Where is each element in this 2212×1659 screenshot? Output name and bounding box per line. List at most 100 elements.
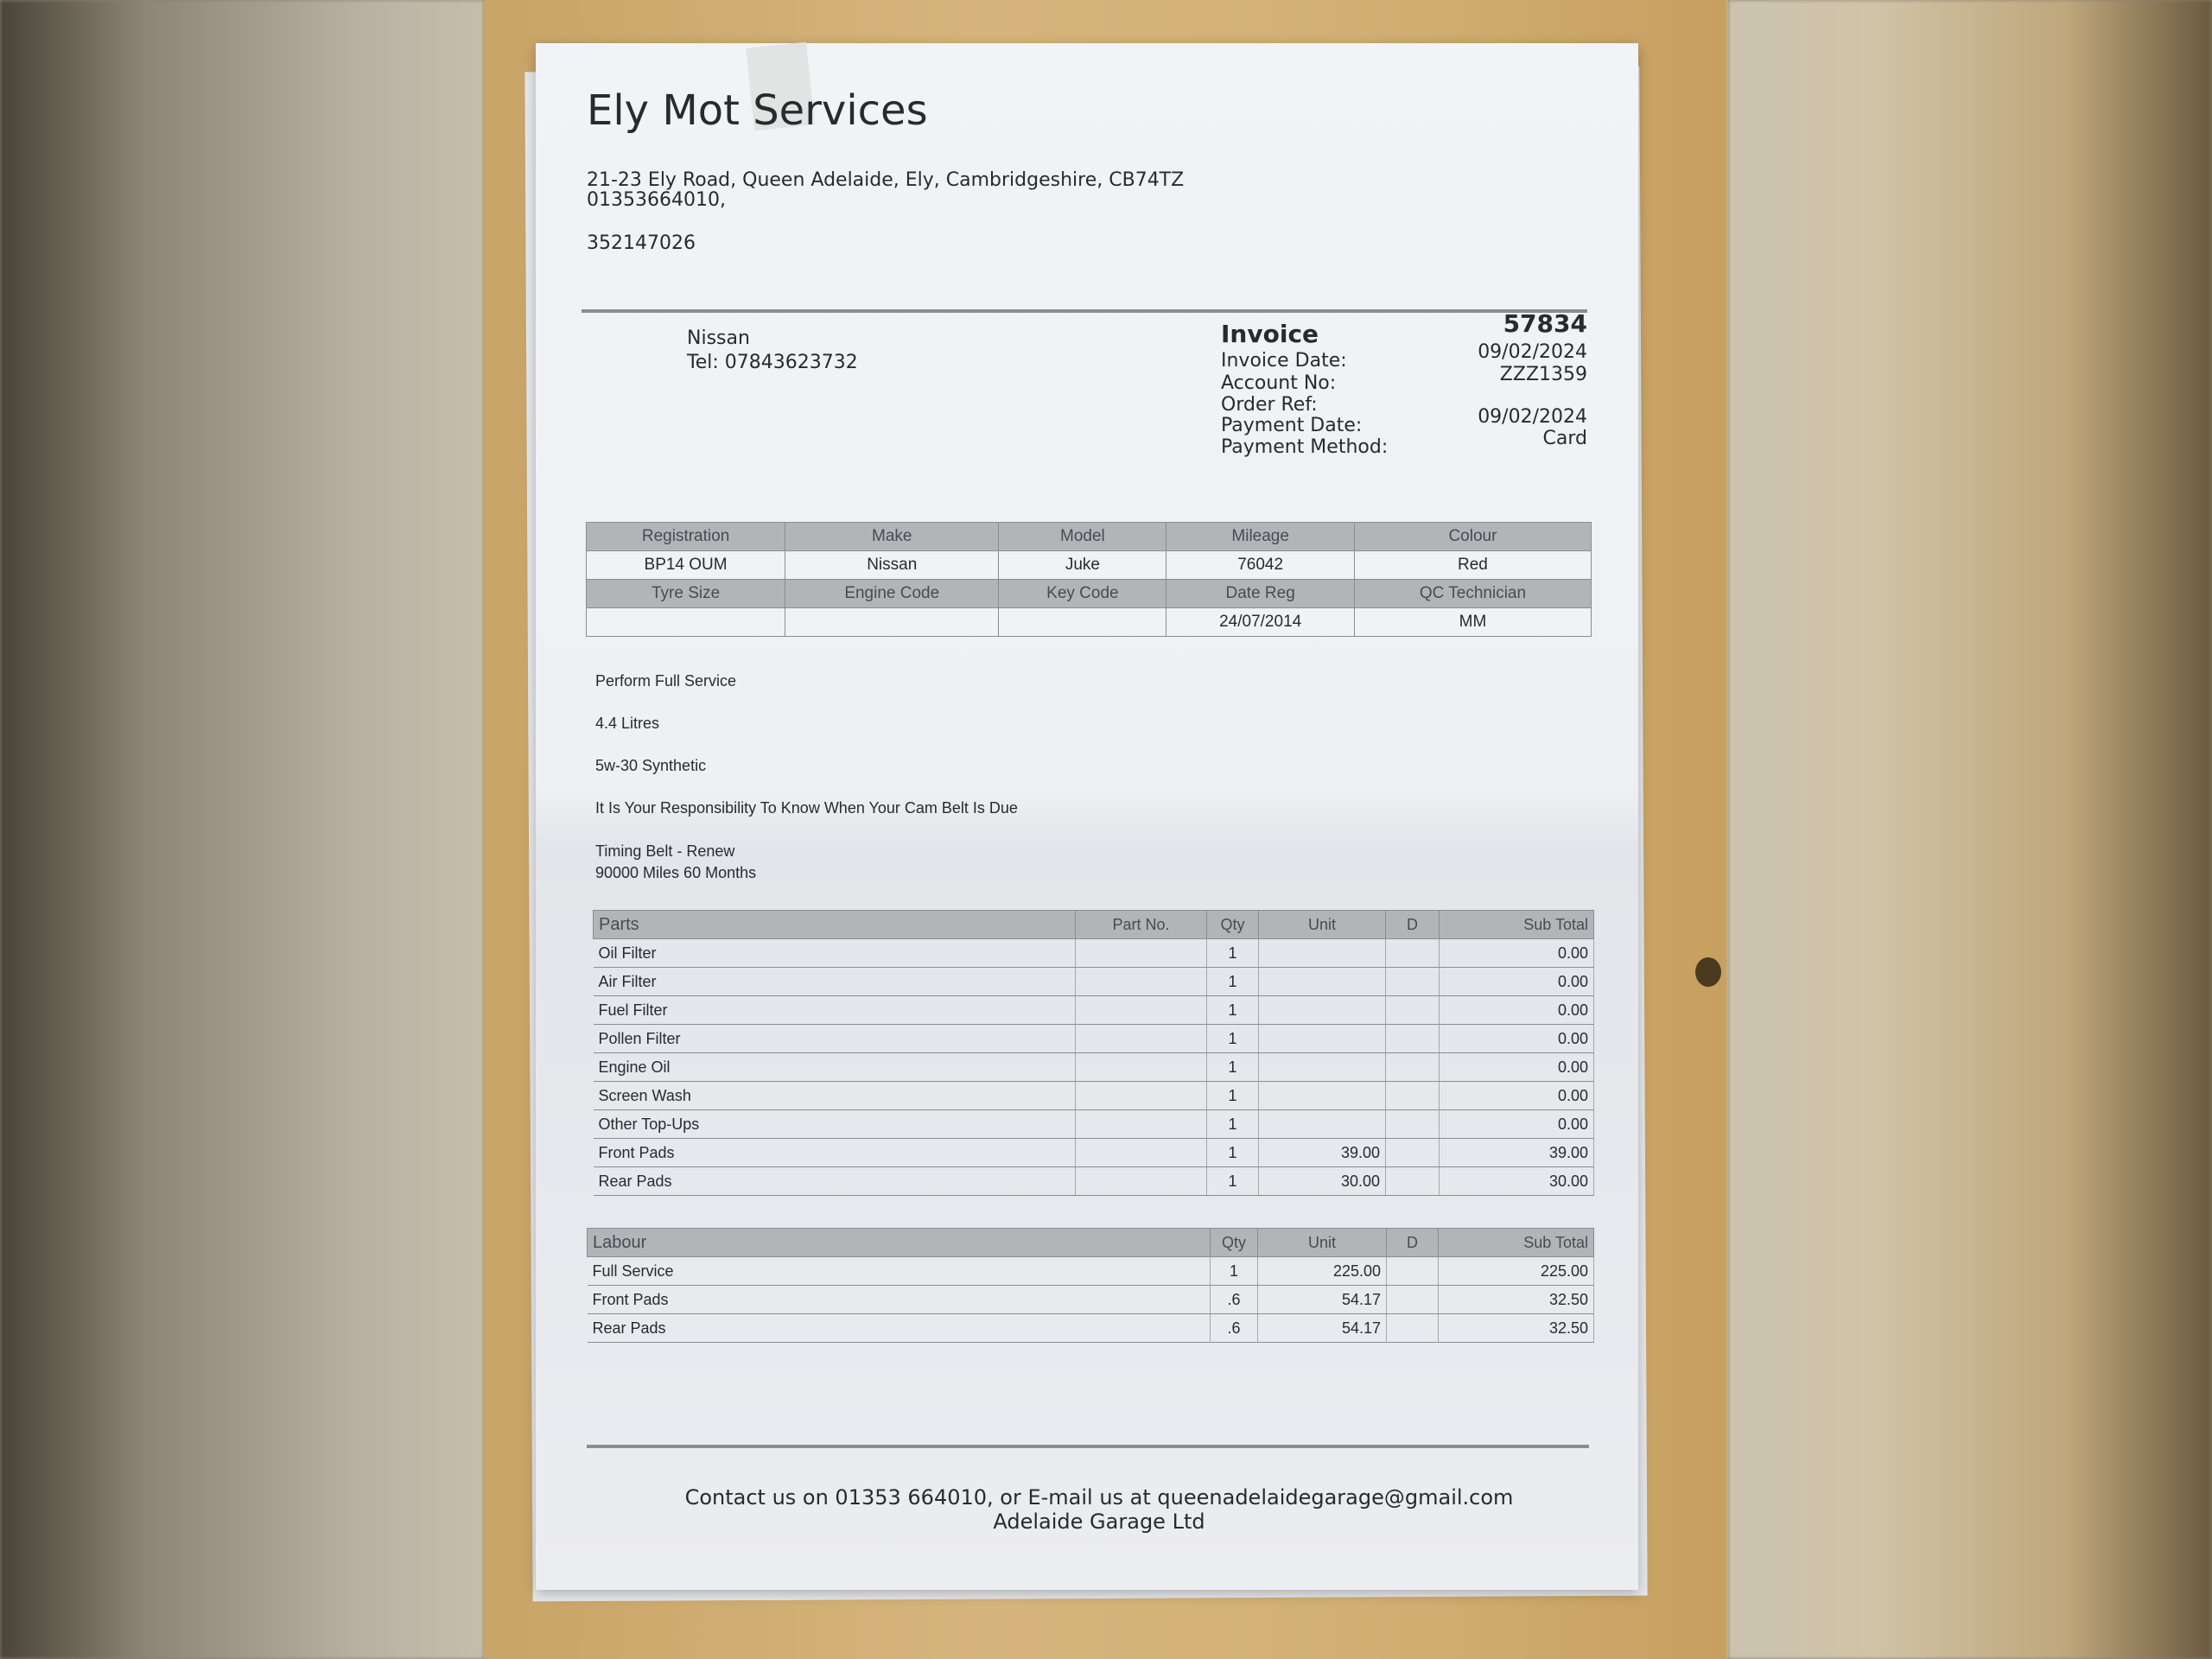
table-row: Front Pads .6 54.17 32.50 <box>587 1285 1594 1314</box>
note-line: Perform Full Service <box>595 672 737 690</box>
parts-cell <box>1385 1109 1440 1139</box>
vehicle-row: Registration Make Model Mileage Colour <box>585 522 1592 551</box>
parts-cell: 0.00 <box>1439 967 1594 996</box>
labour-cell: 225.00 <box>1257 1256 1387 1286</box>
parts-header: D <box>1385 910 1440 939</box>
parts-cell: 1 <box>1206 1138 1259 1167</box>
parts-cell <box>1075 995 1207 1025</box>
vehicle-row: 24/07/2014 MM <box>585 607 1592 637</box>
invoice-number: 57834 <box>1503 309 1587 338</box>
invoice-field-label: Payment Date: <box>1221 415 1363 436</box>
labour-cell: 32.50 <box>1438 1313 1594 1343</box>
vehicle-value: 24/07/2014 <box>1166 607 1355 637</box>
vehicle-value: 76042 <box>1166 550 1355 580</box>
parts-header: Parts <box>593 910 1076 939</box>
labour-cell: 54.17 <box>1257 1285 1387 1314</box>
parts-cell: 1 <box>1206 967 1259 996</box>
note-line: Timing Belt - Renew <box>595 842 735 860</box>
parts-cell: Screen Wash <box>593 1081 1076 1110</box>
parts-cell <box>1075 1138 1207 1167</box>
labour-cell: Front Pads <box>587 1285 1211 1314</box>
parts-cell <box>1385 1138 1440 1167</box>
parts-cell <box>1258 1109 1386 1139</box>
table-row: Rear Pads 1 30.00 30.00 <box>593 1166 1594 1196</box>
invoice-title: Invoice <box>1221 320 1319 348</box>
parts-cell: 30.00 <box>1439 1166 1594 1196</box>
labour-header: Qty <box>1210 1228 1258 1257</box>
parts-cell: 0.00 <box>1439 938 1594 968</box>
parts-cell <box>1258 1024 1386 1053</box>
vehicle-header: Registration <box>585 522 786 551</box>
parts-header: Unit <box>1258 910 1386 939</box>
parts-cell <box>1258 1081 1386 1110</box>
parts-cell: 39.00 <box>1258 1138 1386 1167</box>
company-address: 21-23 Ely Road, Queen Adelaide, Ely, Cam… <box>587 169 1185 191</box>
parts-cell: 0.00 <box>1439 1024 1594 1053</box>
parts-cell: 1 <box>1206 938 1259 968</box>
parts-cell: Other Top-Ups <box>593 1109 1076 1139</box>
invoice-field-label: Payment Method: <box>1221 436 1389 458</box>
parts-cell: 1 <box>1206 1081 1259 1110</box>
invoice-field-label: Account No: <box>1221 372 1337 394</box>
invoice-field-label: Order Ref: <box>1221 394 1318 416</box>
parts-cell: 1 <box>1206 1024 1259 1053</box>
vehicle-table: Registration Make Model Mileage Colour BP14 O… <box>585 522 1592 637</box>
vehicle-header: Model <box>998 522 1167 551</box>
blurred-background-left <box>0 0 484 1659</box>
table-row: Rear Pads .6 54.17 32.50 <box>587 1313 1594 1343</box>
parts-cell <box>1258 995 1386 1025</box>
labour-cell: 1 <box>1210 1256 1258 1286</box>
table-row: Engine Oil 1 0.00 <box>593 1052 1594 1082</box>
table-row: Other Top-Ups 1 0.00 <box>593 1109 1594 1139</box>
parts-cell: Rear Pads <box>593 1166 1076 1196</box>
parts-cell <box>1385 1081 1440 1110</box>
parts-cell: 30.00 <box>1258 1166 1386 1196</box>
parts-cell <box>1075 967 1207 996</box>
labour-cell: 225.00 <box>1438 1256 1594 1286</box>
note-line: 90000 Miles 60 Months <box>595 864 757 881</box>
footer-company: Adelaide Garage Ltd <box>993 1510 1205 1534</box>
parts-cell: 1 <box>1206 1052 1259 1082</box>
parts-cell: 1 <box>1206 1166 1259 1196</box>
customer-tel: Tel: 07843623732 <box>687 352 858 373</box>
parts-header: Qty <box>1206 910 1259 939</box>
vehicle-header: Date Reg <box>1166 579 1355 608</box>
company-number: 352147026 <box>587 232 696 254</box>
parts-cell <box>1258 1052 1386 1082</box>
blurred-background-right <box>1728 0 2212 1659</box>
parts-cell <box>1075 1166 1207 1196</box>
vehicle-value: Red <box>1353 550 1592 580</box>
parts-cell <box>1258 938 1386 968</box>
labour-cell <box>1386 1285 1439 1314</box>
parts-cell <box>1258 967 1386 996</box>
company-phone: 01353664010, <box>587 189 726 211</box>
parts-cell: 1 <box>1206 1109 1259 1139</box>
table-row: Pollen Filter 1 0.00 <box>593 1024 1594 1053</box>
parts-cell <box>1385 995 1440 1025</box>
parts-cell <box>1075 1024 1207 1053</box>
footer-divider <box>587 1445 1589 1448</box>
note-line: It Is Your Responsibility To Know When Y… <box>595 799 1018 817</box>
parts-table: Parts Part No. Qty Unit D Sub Total Oil Filter… <box>593 910 1594 1196</box>
table-row: Oil Filter 1 0.00 <box>593 938 1594 968</box>
parts-cell: Engine Oil <box>593 1052 1076 1082</box>
vehicle-row: Tyre Size Engine Code Key Code Date Reg QC T… <box>585 579 1592 608</box>
parts-cell: 0.00 <box>1439 1052 1594 1082</box>
labour-cell: Full Service <box>587 1256 1211 1286</box>
parts-header: Sub Total <box>1439 910 1594 939</box>
parts-cell: Air Filter <box>593 967 1076 996</box>
vehicle-header: Tyre Size <box>585 579 786 608</box>
parts-cell: 0.00 <box>1439 995 1594 1025</box>
note-line: 5w-30 Synthetic <box>595 757 707 774</box>
parts-cell <box>1075 1052 1207 1082</box>
invoice-field-value: 09/02/2024 <box>1478 406 1587 428</box>
invoice-field-label: Invoice Date: <box>1221 350 1347 372</box>
parts-cell <box>1385 938 1440 968</box>
parts-cell: 1 <box>1206 995 1259 1025</box>
invoice-field-value: Card <box>1542 428 1587 449</box>
table-row: Front Pads 1 39.00 39.00 <box>593 1138 1594 1167</box>
labour-cell: .6 <box>1210 1313 1258 1343</box>
parts-cell: Front Pads <box>593 1138 1076 1167</box>
vehicle-value <box>785 607 1000 637</box>
vehicle-header: Engine Code <box>785 579 1000 608</box>
